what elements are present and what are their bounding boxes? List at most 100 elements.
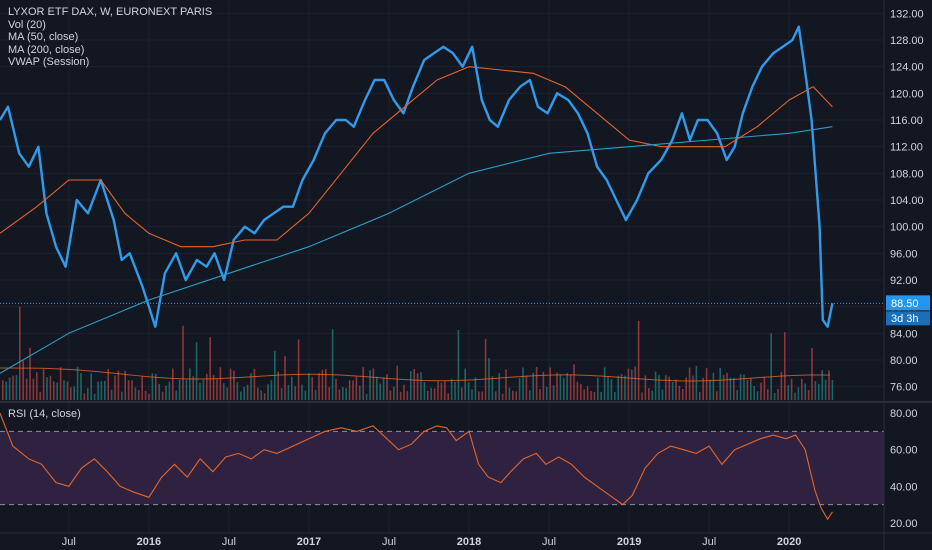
volume-bar bbox=[593, 392, 596, 400]
volume-bar bbox=[702, 377, 704, 400]
volume-bar bbox=[73, 386, 75, 400]
volume-bar bbox=[311, 376, 313, 400]
volume-bar bbox=[586, 386, 589, 400]
volume-bar bbox=[161, 391, 164, 400]
volume-bar bbox=[668, 376, 670, 400]
volume-bar bbox=[15, 375, 18, 400]
volume-bar bbox=[175, 390, 177, 400]
series-line-1 bbox=[0, 66, 833, 248]
volume-bar bbox=[495, 391, 497, 400]
volume-bar bbox=[746, 379, 749, 400]
price-tick-label: 132.00 bbox=[890, 8, 924, 20]
volume-bar bbox=[658, 375, 660, 400]
volume-bar bbox=[518, 378, 521, 400]
volume-bar bbox=[280, 388, 283, 400]
volume-bar bbox=[304, 390, 307, 400]
volume-bar bbox=[423, 381, 426, 400]
volume-bar bbox=[733, 378, 735, 400]
volume-bar bbox=[688, 367, 691, 400]
volume-bar bbox=[556, 372, 558, 400]
legend-ma200[interactable]: MA (200, close) bbox=[8, 43, 85, 56]
volume-bar bbox=[321, 369, 324, 400]
volume-bar bbox=[182, 325, 184, 400]
volume-bar bbox=[104, 380, 106, 400]
legend-ma50[interactable]: MA (50, close) bbox=[8, 31, 79, 43]
volume-bar bbox=[627, 368, 630, 400]
volume-bar bbox=[318, 372, 320, 400]
volume-bar bbox=[790, 378, 793, 400]
price-tick-label: 100.00 bbox=[890, 222, 924, 234]
volume-bar bbox=[525, 375, 528, 400]
legend-vol[interactable]: Vol (20) bbox=[8, 18, 46, 31]
volume-bar bbox=[202, 379, 205, 400]
volume-bar bbox=[80, 373, 82, 400]
volume-bar bbox=[617, 375, 619, 400]
volume-bar bbox=[573, 364, 575, 400]
volume-bar bbox=[226, 387, 228, 400]
volume-bar bbox=[291, 376, 293, 400]
volume-bar bbox=[219, 367, 222, 400]
volume-bar bbox=[637, 320, 640, 400]
price-tick-label: 124.00 bbox=[890, 62, 924, 74]
volume-bar bbox=[695, 365, 698, 400]
time-tick-label: 2016 bbox=[137, 536, 161, 548]
legend-symbol[interactable]: LYXOR ETF DAX, W, EURONEXT PARIS bbox=[8, 6, 213, 18]
legend-vwap[interactable]: VWAP (Session) bbox=[8, 56, 90, 68]
volume-bar bbox=[739, 374, 742, 400]
volume-bar bbox=[212, 375, 215, 400]
volume-bar bbox=[260, 390, 262, 400]
volume-bar bbox=[675, 379, 677, 400]
volume-bar bbox=[440, 382, 443, 400]
price-tick-label: 104.00 bbox=[890, 195, 924, 207]
volume-bar bbox=[736, 390, 738, 400]
volume-bar bbox=[294, 386, 296, 400]
volume-bar bbox=[624, 375, 626, 400]
time-tick-label: 2017 bbox=[297, 536, 321, 548]
volume-bar bbox=[699, 392, 701, 400]
volume-bar bbox=[121, 391, 123, 400]
volume-bar bbox=[542, 371, 545, 400]
volume-bar bbox=[141, 376, 143, 400]
volume-bar bbox=[692, 375, 694, 400]
volume-bar bbox=[603, 367, 606, 400]
volume-bar bbox=[641, 392, 643, 400]
volume-bar bbox=[178, 380, 181, 400]
volume-bar bbox=[760, 382, 762, 400]
volume-bar bbox=[382, 377, 385, 400]
volume-bar bbox=[750, 378, 752, 400]
volume-bar bbox=[763, 376, 766, 400]
volume-bar bbox=[610, 379, 613, 400]
volume-bar bbox=[83, 393, 86, 400]
volume-bar bbox=[709, 379, 711, 400]
volume-bar bbox=[631, 369, 633, 400]
volume-bar bbox=[229, 368, 232, 400]
countdown-tag-box bbox=[886, 311, 930, 326]
volume-bar bbox=[818, 383, 820, 400]
volume-bar bbox=[362, 367, 364, 400]
rsi-legend[interactable]: RSI (14, close) bbox=[8, 408, 81, 420]
volume-bar bbox=[651, 390, 653, 400]
volume-bar bbox=[63, 380, 65, 400]
volume-bar bbox=[199, 383, 201, 400]
volume-bar bbox=[348, 380, 351, 400]
volume-bar bbox=[93, 393, 96, 400]
price-tag-value: 88.50 bbox=[891, 298, 919, 310]
volume-bar bbox=[471, 389, 473, 400]
volume-bar bbox=[807, 390, 810, 400]
volume-bar bbox=[328, 387, 330, 400]
volume-bar bbox=[379, 383, 381, 400]
volume-bar bbox=[233, 370, 235, 400]
volume-bar bbox=[464, 368, 466, 400]
volume-bar bbox=[484, 338, 487, 400]
volume-bar bbox=[308, 373, 310, 400]
volume-bar bbox=[277, 371, 279, 400]
volume-bar bbox=[386, 374, 388, 400]
volume-bar bbox=[654, 371, 657, 400]
volume-bar bbox=[372, 368, 375, 400]
volume-bar bbox=[185, 380, 188, 400]
volume-bar bbox=[389, 390, 392, 400]
time-tick-label: 2019 bbox=[617, 536, 641, 548]
volume-bar bbox=[253, 368, 256, 400]
volume-bar bbox=[158, 383, 160, 400]
volume-bar bbox=[12, 375, 14, 400]
